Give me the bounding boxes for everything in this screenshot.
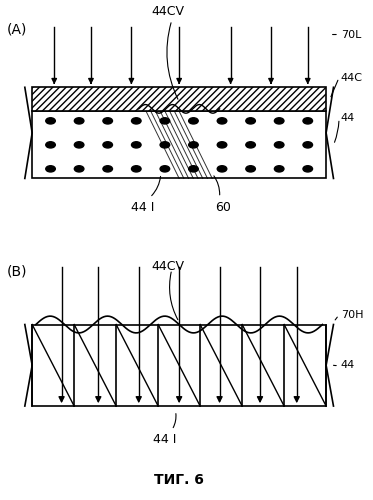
Circle shape (74, 166, 84, 172)
Circle shape (217, 142, 227, 148)
Circle shape (217, 118, 227, 124)
Text: ΤИГ. 6: ΤИГ. 6 (154, 474, 204, 488)
Bar (32, 324, 326, 406)
Circle shape (275, 166, 284, 172)
Text: 44 I: 44 I (131, 200, 154, 213)
Circle shape (303, 142, 313, 148)
Text: 44 I: 44 I (153, 433, 176, 446)
Circle shape (217, 166, 227, 172)
Circle shape (46, 166, 55, 172)
Text: 70L: 70L (341, 30, 361, 40)
Text: 70H: 70H (341, 310, 363, 320)
Circle shape (103, 142, 113, 148)
Bar (32, 112, 326, 178)
Bar (32, 88, 326, 112)
Text: 44C: 44C (341, 72, 363, 83)
Circle shape (132, 142, 141, 148)
Circle shape (189, 118, 198, 124)
Text: 44: 44 (341, 360, 355, 370)
Text: 60: 60 (215, 200, 231, 213)
Text: (В): (В) (6, 264, 27, 278)
Circle shape (46, 118, 55, 124)
Circle shape (246, 166, 256, 172)
Circle shape (275, 118, 284, 124)
Text: 44CV: 44CV (152, 260, 185, 272)
Circle shape (74, 142, 84, 148)
Circle shape (132, 118, 141, 124)
Text: 44: 44 (341, 114, 355, 124)
Circle shape (46, 142, 55, 148)
Circle shape (303, 118, 313, 124)
Circle shape (160, 166, 170, 172)
Text: 44CV: 44CV (152, 4, 185, 18)
Circle shape (246, 142, 256, 148)
Circle shape (303, 166, 313, 172)
Text: (А): (А) (6, 22, 27, 36)
Circle shape (103, 166, 113, 172)
Circle shape (189, 142, 198, 148)
Circle shape (160, 118, 170, 124)
Circle shape (275, 142, 284, 148)
Circle shape (160, 142, 170, 148)
Circle shape (189, 166, 198, 172)
Circle shape (74, 118, 84, 124)
Circle shape (132, 166, 141, 172)
Circle shape (246, 118, 256, 124)
Circle shape (103, 118, 113, 124)
